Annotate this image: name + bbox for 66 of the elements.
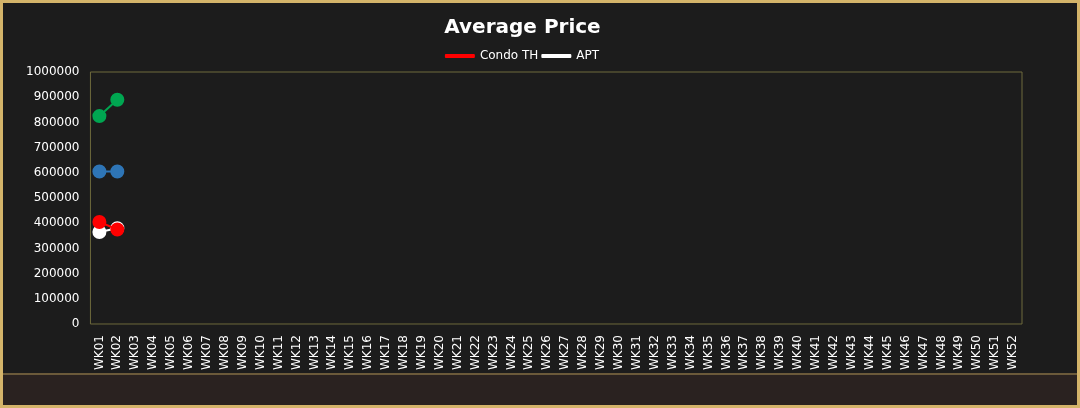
y-tick-label: 200000: [33, 265, 80, 280]
x-tick-label: WK35: [700, 335, 715, 371]
x-tick-label: WK11: [270, 335, 285, 371]
y-tick-label: 600000: [33, 164, 80, 179]
x-tick-label: WK50: [969, 335, 984, 371]
x-tick-label: WK34: [682, 335, 697, 371]
x-tick-label: WK19: [413, 335, 428, 371]
legend-label: APT: [576, 48, 600, 63]
x-tick-label: WK08: [216, 335, 231, 371]
x-tick-label: WK27: [557, 335, 572, 371]
x-tick-label: WK38: [754, 335, 769, 371]
x-tick-label: WK41: [808, 335, 823, 371]
x-tick-label: WK49: [951, 335, 966, 371]
x-tick-label: WK04: [145, 335, 160, 371]
chart-title: Average Price: [444, 14, 601, 39]
x-tick-label: WK30: [611, 335, 626, 371]
x-tick-label: WK51: [987, 335, 1002, 371]
x-tick-label: WK48: [933, 335, 948, 371]
x-tick-label: WK33: [664, 335, 679, 371]
x-tick-label: WK22: [467, 335, 482, 371]
x-tick-label: WK36: [718, 335, 733, 371]
x-tick-label: WK10: [252, 335, 267, 371]
y-tick-label: 800000: [33, 114, 80, 129]
x-tick-label: WK16: [360, 335, 375, 371]
x-tick-label: WK06: [181, 335, 196, 371]
x-tick-label: WK13: [306, 335, 321, 371]
x-tick-label: WK45: [879, 335, 894, 371]
x-tick-label: WK18: [396, 335, 411, 371]
x-tick-label: WK09: [234, 335, 249, 371]
x-tick-label: WK26: [539, 335, 554, 371]
y-tick-label: 1000000: [25, 64, 80, 79]
legend-label: Condo TH: [479, 48, 539, 63]
x-tick-label: WK46: [897, 335, 912, 371]
x-tick-label: WK07: [199, 335, 214, 371]
x-tick-label: WK28: [575, 335, 590, 371]
x-tick-label: WK02: [109, 335, 124, 371]
y-tick-label: 0: [71, 316, 80, 331]
y-tick-label: 400000: [33, 215, 80, 230]
y-tick-label: 300000: [33, 240, 80, 255]
x-tick-label: WK24: [503, 335, 518, 371]
x-tick-label: WK20: [431, 335, 446, 371]
x-tick-label: WK44: [861, 335, 876, 371]
x-tick-label: WK15: [342, 335, 357, 371]
x-tick-label: WK03: [127, 335, 142, 371]
x-tick-label: WK17: [378, 335, 393, 371]
x-tick-label: WK25: [521, 335, 536, 371]
x-tick-label: WK37: [736, 335, 751, 371]
x-tick-label: WK29: [593, 335, 608, 371]
x-tick-label: WK47: [915, 335, 930, 371]
x-tick-label: WK14: [324, 335, 339, 371]
y-tick-label: 700000: [33, 139, 80, 154]
x-tick-label: WK39: [772, 335, 787, 371]
x-tick-label: WK43: [843, 335, 858, 371]
x-tick-label: WK52: [1005, 335, 1020, 371]
x-tick-label: WK42: [826, 335, 841, 371]
x-tick-label: WK21: [449, 335, 464, 371]
x-tick-label: WK01: [91, 335, 106, 371]
x-tick-label: WK05: [163, 335, 178, 371]
y-tick-label: 900000: [33, 89, 80, 104]
x-tick-label: WK40: [790, 335, 805, 371]
x-tick-label: WK31: [628, 335, 643, 371]
x-tick-label: WK12: [288, 335, 303, 371]
x-tick-label: WK23: [485, 335, 500, 371]
y-tick-label: 100000: [33, 290, 80, 305]
x-tick-label: WK32: [646, 335, 661, 371]
y-tick-label: 500000: [33, 190, 80, 205]
